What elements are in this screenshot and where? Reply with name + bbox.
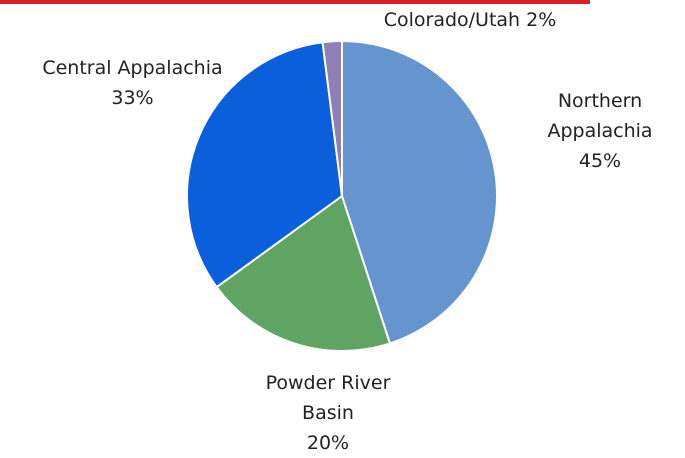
category-label: Powder River Basin [265, 372, 391, 424]
pie-slice [186, 41, 344, 289]
slice-label: Colorado/Utah 2% [360, 5, 580, 35]
pie-slice [341, 39, 498, 345]
value-label: 20% [306, 432, 350, 454]
header-bar [0, 0, 590, 4]
value-label: 33% [111, 87, 154, 109]
value-label: 2% [526, 9, 557, 31]
category-label: Central Appalachia [42, 57, 223, 79]
pie-slice [321, 39, 343, 197]
slice-label: Powder River Basin 20% [238, 368, 418, 458]
value-label: 45% [578, 150, 622, 172]
slice-label: Central Appalachia 33% [10, 53, 255, 113]
pie-slice [215, 194, 392, 352]
category-label: Colorado/Utah [383, 9, 521, 31]
slice-label: Northern Appalachia 45% [540, 86, 660, 176]
category-label: Northern Appalachia [547, 90, 653, 142]
